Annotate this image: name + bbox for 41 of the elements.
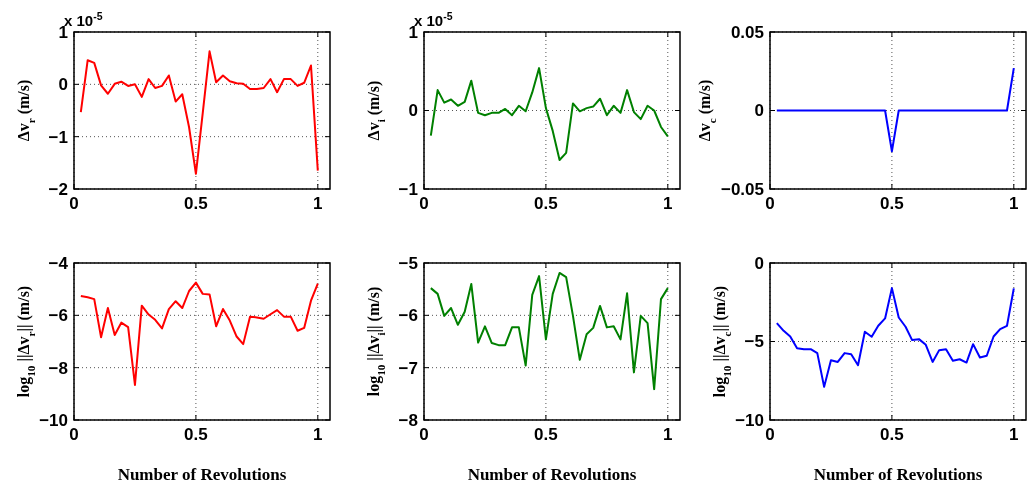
x-tick-label: 0.5 <box>534 194 558 213</box>
x-tick-label: 1 <box>663 194 673 213</box>
y-tick-label: −6 <box>398 306 418 326</box>
x-axis-title: Number of Revolutions <box>467 465 637 484</box>
line-series <box>775 287 1015 388</box>
y-tick-label: 0 <box>754 253 764 273</box>
x-tick-label: 0.5 <box>880 194 904 213</box>
line-series <box>79 50 319 175</box>
y-tick-label: 0 <box>754 101 764 121</box>
y-tick-label: 0.05 <box>730 22 764 42</box>
x-tick-label: 1 <box>1009 194 1019 213</box>
y-tick-label: −2 <box>48 179 68 199</box>
text: x 10$^{-5}$ <box>414 10 453 29</box>
y-tick-label: −8 <box>48 358 68 378</box>
x-tick-label: 0.5 <box>880 425 904 444</box>
y-tick-label: −8 <box>398 410 418 430</box>
y-tick-label: −5 <box>398 253 418 273</box>
x-tick-label: 0.5 <box>534 425 558 444</box>
x-tick-label: 1 <box>313 425 323 444</box>
y-tick-label: 0 <box>408 101 418 121</box>
line-series <box>79 281 319 386</box>
x-tick-label: 1 <box>313 194 323 213</box>
y-tick-label: −6 <box>48 306 68 326</box>
y-tick-label: −4 <box>48 253 69 273</box>
x-axis-title: Number of Revolutions <box>813 465 983 484</box>
y-tick-label: −1 <box>48 127 68 147</box>
x-axis-title: Number of Revolutions <box>117 465 287 484</box>
y-tick-label: −5 <box>744 332 764 352</box>
line-series <box>429 67 669 161</box>
text: x 10$^{-5}$ <box>64 10 103 29</box>
y-tick-label: 0 <box>58 75 68 95</box>
y-tick-label: −10 <box>735 410 764 430</box>
line-series <box>429 271 669 391</box>
x-tick-label: 1 <box>663 425 673 444</box>
y-tick-label: −0.05 <box>720 179 764 199</box>
x-tick-label: 0.5 <box>184 194 208 213</box>
y-tick-label: −7 <box>398 358 418 378</box>
y-tick-label: −1 <box>398 179 418 199</box>
x-tick-label: 0.5 <box>184 425 208 444</box>
y-tick-label: −10 <box>39 410 68 430</box>
x-tick-label: 1 <box>1009 425 1019 444</box>
